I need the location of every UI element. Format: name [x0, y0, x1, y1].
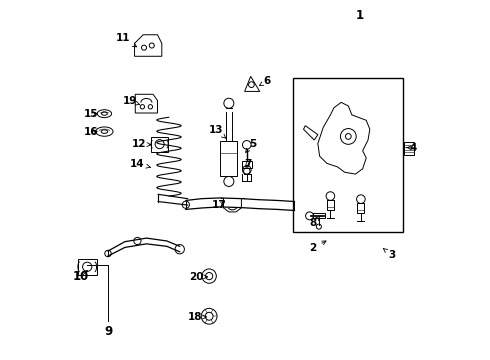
Bar	[151, 136, 168, 152]
Text: 14: 14	[130, 159, 150, 169]
Text: 18: 18	[188, 312, 206, 322]
Text: 1: 1	[356, 9, 364, 22]
Text: 15: 15	[84, 109, 99, 119]
Text: 3: 3	[383, 248, 395, 260]
Text: 10: 10	[73, 270, 89, 283]
Bar	[357, 203, 365, 213]
Bar	[220, 141, 238, 176]
Text: 2: 2	[310, 241, 326, 253]
Text: 8: 8	[310, 216, 320, 228]
Text: 5: 5	[245, 139, 256, 152]
Text: 11: 11	[116, 33, 137, 47]
Text: 9: 9	[104, 325, 112, 338]
Text: 12: 12	[132, 139, 151, 149]
Bar	[327, 201, 334, 210]
Text: 6: 6	[259, 76, 270, 86]
Bar	[313, 213, 324, 219]
Text: 19: 19	[122, 96, 140, 106]
Bar	[404, 142, 414, 154]
Text: 17: 17	[212, 200, 226, 210]
Bar	[242, 161, 252, 168]
Text: 20: 20	[189, 272, 207, 282]
Text: 7: 7	[244, 159, 251, 169]
Bar	[78, 258, 97, 275]
Text: 13: 13	[209, 125, 226, 138]
Text: 4: 4	[407, 143, 417, 153]
Text: 16: 16	[84, 127, 99, 136]
Bar	[294, 78, 403, 232]
